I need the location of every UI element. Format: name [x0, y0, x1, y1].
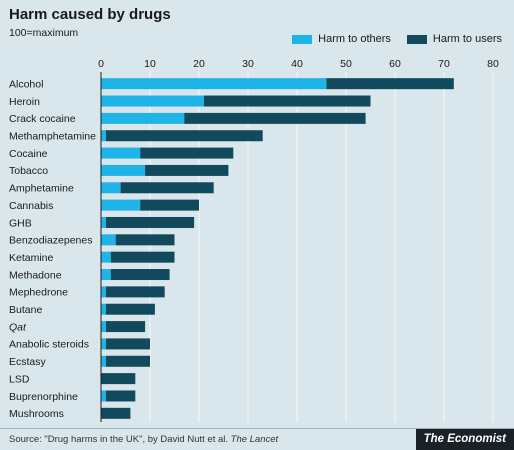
bar-others-6	[101, 182, 121, 194]
legend-swatch-users	[406, 34, 427, 44]
x-tick-label-8: 80	[487, 58, 499, 70]
legend-label-users: Harm to users	[432, 33, 502, 45]
legend: Harm to others Harm to users	[292, 33, 502, 45]
bar-others-8	[101, 216, 106, 228]
category-label-7: Cannabis	[9, 200, 53, 212]
bar-users-4	[140, 147, 234, 159]
brand-logo: The Economist	[415, 429, 514, 450]
bar-users-2	[184, 112, 366, 124]
bar-others-9	[101, 234, 116, 246]
category-label-12: Mephedrone	[9, 287, 68, 299]
x-tick-label-2: 20	[193, 58, 205, 70]
legend-item-others: Harm to others	[292, 33, 391, 45]
source-note: Source: "Drug harms in the UK", by David…	[9, 434, 278, 445]
x-tick-label-4: 40	[291, 58, 303, 70]
bar-others-2	[101, 112, 185, 124]
bar-others-15	[101, 338, 106, 350]
bar-users-17	[101, 373, 136, 385]
bar-others-14	[101, 321, 106, 333]
source-journal: The Lancet	[230, 434, 279, 445]
bar-users-19	[101, 407, 131, 419]
legend-swatch-others	[292, 34, 313, 44]
category-label-3: Methamphetamine	[9, 131, 96, 143]
footer: Source: "Drug harms in the UK", by David…	[0, 428, 514, 450]
category-label-11: Methadone	[9, 269, 62, 281]
bar-users-5	[145, 164, 229, 176]
bar-users-0	[326, 78, 454, 90]
bar-others-7	[101, 199, 141, 211]
category-label-0: Alcohol	[9, 78, 43, 90]
category-label-6: Amphetamine	[9, 183, 74, 195]
bar-others-3	[101, 130, 106, 142]
chart-title: Harm caused by drugs	[9, 6, 171, 23]
source-text: Source: "Drug harms in the UK", by David…	[9, 434, 231, 445]
bar-others-1	[101, 95, 204, 107]
bar-users-14	[105, 321, 146, 333]
bar-others-10	[101, 251, 111, 263]
bar-users-13	[105, 303, 155, 315]
category-label-1: Heroin	[9, 96, 40, 108]
category-label-2: Crack cocaine	[9, 113, 76, 125]
bar-others-11	[101, 269, 111, 281]
category-label-13: Butane	[9, 304, 42, 316]
bar-users-1	[203, 95, 371, 107]
bar-others-5	[101, 164, 146, 176]
x-tick-label-0: 0	[98, 58, 104, 70]
bar-users-7	[140, 199, 199, 211]
category-label-18: Buprenorphine	[9, 391, 78, 403]
bar-users-11	[110, 269, 170, 281]
x-tick-label-1: 10	[144, 58, 156, 70]
category-label-10: Ketamine	[9, 252, 54, 264]
bar-users-15	[105, 338, 150, 350]
x-tick-label-6: 60	[389, 58, 401, 70]
category-label-19: Mushrooms	[9, 408, 64, 420]
bar-others-4	[101, 147, 141, 159]
x-tick-label-5: 50	[340, 58, 352, 70]
category-label-17: LSD	[9, 373, 30, 385]
plot-area: 0 10 20 30 40 50 60 70 80 Alcohol Heroin Crack coca…	[9, 58, 499, 422]
bar-users-9	[115, 234, 175, 246]
bar-others-12	[101, 286, 106, 298]
category-label-5: Tobacco	[9, 165, 48, 177]
bar-others-0	[101, 78, 327, 90]
category-label-4: Cocaine	[9, 148, 48, 160]
bar-others-13	[101, 303, 106, 315]
x-tick-label-3: 30	[242, 58, 254, 70]
bar-users-16	[105, 355, 150, 367]
bar-others-16	[101, 355, 106, 367]
category-label-14: Qat	[9, 321, 27, 333]
bar-users-3	[105, 130, 263, 142]
x-tick-label-7: 70	[438, 58, 450, 70]
category-label-15: Anabolic steroids	[9, 339, 89, 351]
bar-users-12	[105, 286, 165, 298]
category-label-8: GHB	[9, 217, 32, 229]
legend-item-users: Harm to users	[406, 33, 502, 45]
bar-users-18	[105, 390, 136, 402]
chart-subtitle: 100=maximum	[9, 27, 79, 39]
bar-users-6	[120, 182, 214, 194]
bar-users-8	[105, 216, 195, 228]
legend-label-others: Harm to others	[318, 33, 391, 45]
bar-users-10	[110, 251, 175, 263]
category-label-9: Benzodiazepenes	[9, 235, 92, 247]
bar-others-18	[101, 390, 106, 402]
category-label-16: Ecstasy	[9, 356, 47, 368]
